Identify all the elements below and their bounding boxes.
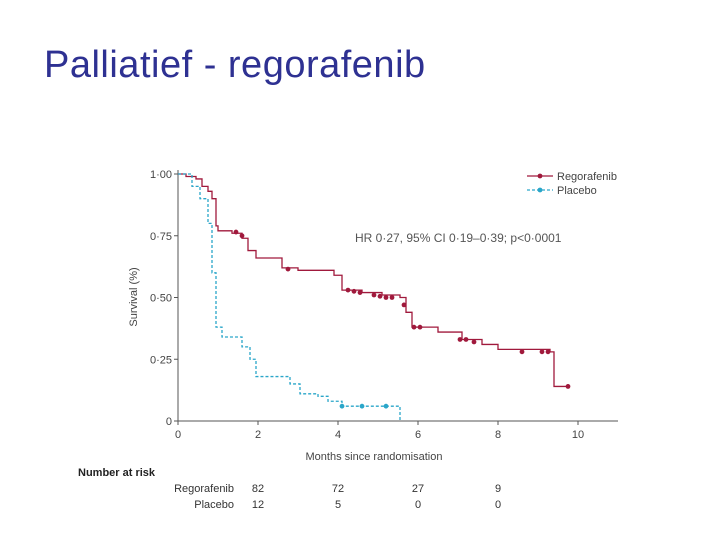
censor-marker-regorafenib — [285, 266, 291, 272]
series-line-placebo — [178, 173, 401, 421]
censor-marker-regorafenib — [233, 229, 239, 235]
censor-marker-regorafenib — [351, 288, 357, 294]
risk-row-label: Regorafenib — [174, 483, 234, 495]
risk-row-value: 27 — [411, 483, 425, 495]
censor-marker-regorafenib — [377, 293, 383, 299]
slide-title: Palliatief - regorafenib — [44, 44, 426, 86]
chart-legend: Regorafenib Placebo — [527, 171, 617, 197]
risk-row-value: 5 — [334, 499, 342, 511]
censor-marker-regorafenib — [545, 349, 551, 355]
x-axis-label: Months since randomisation — [306, 451, 443, 463]
censor-marker-regorafenib — [539, 349, 545, 355]
legend-marker-placebo — [537, 187, 543, 193]
censor-marker-regorafenib — [471, 339, 477, 345]
censor-marker-regorafenib — [411, 324, 417, 330]
censor-marker-regorafenib — [357, 290, 363, 295]
x-tick-label: 8 — [495, 429, 501, 441]
x-tick-label: 6 — [415, 429, 421, 441]
y-axis-label: Survival (%) — [128, 267, 140, 326]
censor-marker-regorafenib — [401, 302, 407, 308]
censor-marker-regorafenib — [383, 295, 389, 300]
legend-label-regorafenib: Regorafenib — [557, 171, 617, 183]
legend-label-placebo: Placebo — [557, 185, 597, 197]
censor-marker-placebo — [359, 403, 365, 409]
series-line-regorafenib — [178, 173, 570, 388]
censor-marker-placebo — [383, 403, 389, 409]
risk-table-heading: Number at risk — [78, 467, 156, 479]
y-tick-label: 0·50 — [150, 293, 172, 305]
censor-marker-regorafenib — [457, 337, 463, 342]
risk-row-value: 0 — [414, 499, 422, 511]
y-tick-label: 0·75 — [150, 231, 172, 243]
risk-row-value: 9 — [494, 483, 502, 495]
x-tick-label: 0 — [175, 429, 181, 441]
y-tick-label: 0·25 — [150, 354, 172, 366]
legend-marker-regorafenib — [537, 173, 543, 179]
censor-marker-regorafenib — [565, 384, 571, 389]
hazard-ratio-annotation: HR 0·27, 95% CI 0·19–0·39; p<0·0001 — [355, 231, 562, 245]
risk-row-value: 82 — [251, 483, 265, 495]
censor-marker-regorafenib — [371, 292, 377, 298]
chart-axes: 0 2 4 6 8 10 0 0·25 0·50 0·75 1·00 — [150, 169, 618, 441]
censor-marker-placebo — [339, 403, 345, 409]
risk-row-value: 0 — [494, 499, 502, 511]
censor-marker-regorafenib — [389, 295, 395, 300]
y-tick-label: 1·00 — [150, 169, 172, 181]
censor-marker-regorafenib — [463, 337, 469, 342]
censor-marker-regorafenib — [519, 349, 525, 355]
risk-row-label: Placebo — [194, 499, 234, 511]
x-tick-label: 4 — [335, 429, 341, 441]
censor-marker-regorafenib — [239, 233, 245, 239]
chart-series — [178, 173, 571, 421]
risk-row-value: 12 — [251, 499, 265, 511]
censor-marker-regorafenib — [345, 287, 351, 293]
y-tick-label: 0 — [166, 416, 172, 428]
censor-marker-regorafenib — [417, 324, 423, 330]
x-tick-label: 10 — [572, 429, 584, 441]
risk-row-value: 72 — [331, 483, 345, 495]
number-at-risk-table: Number at risk Regorafenib 82 72 27 9 Placebo… — [78, 467, 518, 517]
x-tick-label: 2 — [255, 429, 261, 441]
